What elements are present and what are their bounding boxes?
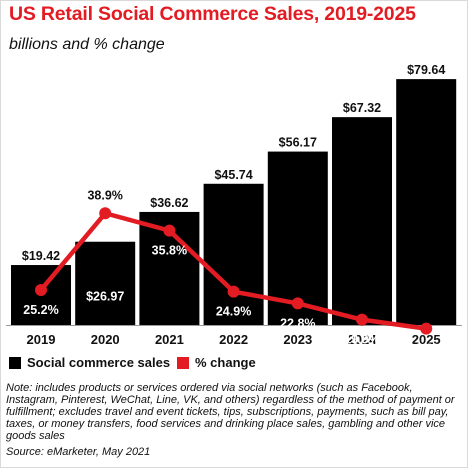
x-tick-label-2020: 2020 [91,332,120,347]
x-tick-label-2022: 2022 [219,332,248,347]
bar-value-label-2024: $67.32 [343,101,381,115]
x-tick-label-2023: 2023 [283,332,312,347]
chart-subtitle: billions and % change [9,36,165,53]
bar-value-label-2021: $36.62 [150,196,188,210]
bar-2024 [332,117,392,325]
legend-label-change: % change [195,355,256,370]
bar-value-label-2019: $19.42 [22,249,60,263]
x-tick-label-2019: 2019 [27,332,56,347]
change-point-2025 [420,322,433,335]
change-point-2020 [99,207,112,220]
change-label-2022: 24.9% [216,305,251,319]
change-point-2021 [163,224,176,237]
legend-swatch-change [177,357,189,369]
bar-value-label-2022: $45.74 [214,168,252,182]
change-point-2024 [356,313,368,326]
bar-2020 [75,241,136,325]
change-point-2023 [291,297,304,310]
chart-title: US Retail Social Commerce Sales, 2019-20… [9,3,416,25]
change-label-2024: 19.9% [344,333,379,347]
change-label-2019: 25.2% [23,303,58,317]
bar-value-label-2025: $79.64 [407,63,445,77]
change-label-2021: 35.8% [152,244,187,258]
change-point-2019 [35,283,47,296]
bar-value-label-2020: $26.97 [86,290,124,304]
bar-2023 [267,151,328,325]
change-label-2023: 22.8% [280,316,315,330]
x-tick-label-2025: 2025 [412,332,441,347]
bar-value-label-2023: $56.17 [279,136,317,150]
chart-source: Source: eMarketer, May 2021 [6,446,151,458]
x-tick-label-2021: 2021 [155,332,184,347]
change-label-2025: 18.3% [408,342,443,356]
bar-2025 [396,79,457,325]
change-label-2020: 38.9% [87,188,122,202]
legend-label-sales: Social commerce sales [27,355,171,370]
bar-2022 [203,183,264,325]
chart-note: Note: includes products or services orde… [6,382,455,442]
legend-swatch-sales [9,357,21,369]
x-tick-label-2024: 2024 [348,332,378,347]
change-point-2022 [227,285,240,298]
